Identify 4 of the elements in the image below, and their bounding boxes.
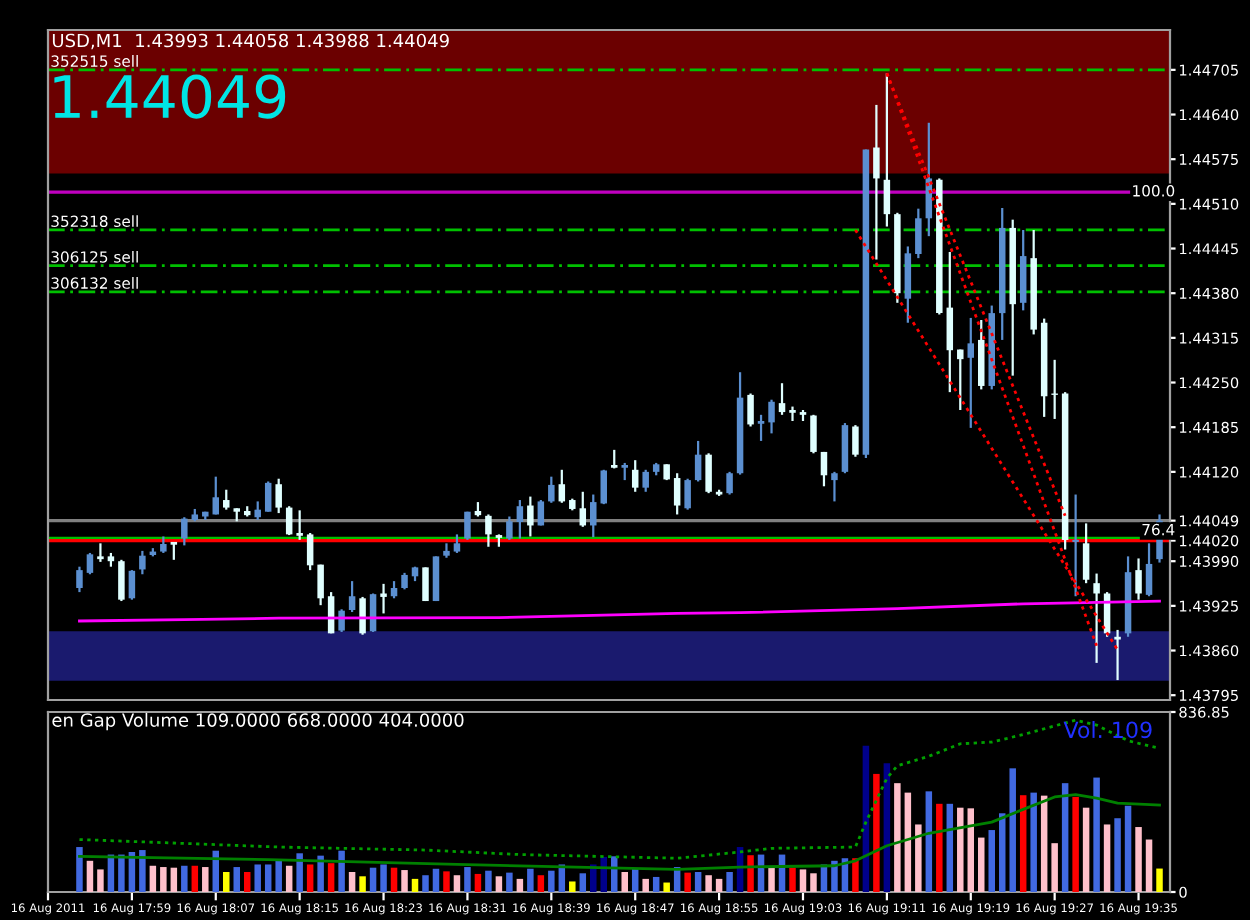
chart-title: en Gap Volume 109.0000 668.0000 404.0000: [52, 712, 464, 731]
chart-title: USD,M1 1.43993 1.44058 1.43988 1.44049: [52, 33, 449, 50]
annotation: 1.44049: [54, 74, 286, 119]
annotation: Vol. 109: [1063, 721, 1152, 739]
